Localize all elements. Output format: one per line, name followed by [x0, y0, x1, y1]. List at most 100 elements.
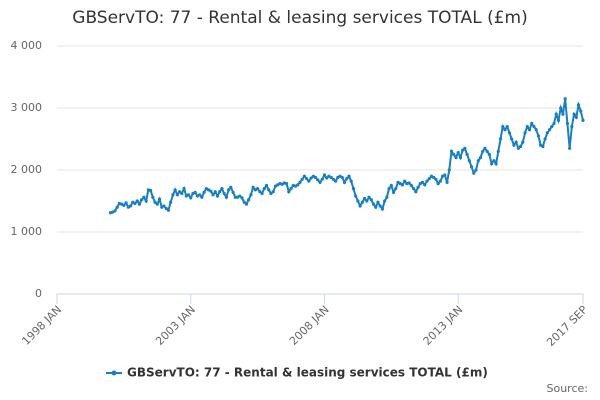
point	[356, 199, 360, 203]
point	[309, 176, 313, 180]
point	[512, 143, 516, 147]
x-tick-label: 2017 SEP	[544, 303, 590, 349]
point	[255, 187, 260, 191]
point	[137, 202, 142, 206]
point	[449, 149, 454, 153]
point	[458, 156, 463, 160]
point	[400, 183, 405, 187]
point	[209, 189, 213, 193]
point	[369, 198, 373, 202]
point	[298, 180, 302, 184]
point	[349, 179, 353, 183]
point	[436, 182, 440, 186]
point	[496, 149, 500, 153]
legend-label: GBServTO: 77 - Rental & leasing services…	[127, 366, 488, 380]
point	[501, 125, 505, 129]
point	[262, 187, 266, 191]
point	[498, 137, 503, 141]
point	[523, 131, 527, 135]
x-tick-label: 2013 JAN	[421, 303, 466, 348]
point	[231, 190, 235, 194]
point	[155, 202, 159, 206]
point	[284, 182, 289, 186]
point	[478, 156, 483, 160]
point	[452, 152, 456, 157]
point	[561, 112, 565, 116]
point	[461, 148, 465, 152]
point	[550, 125, 554, 129]
point	[447, 168, 451, 172]
point	[287, 190, 291, 194]
point	[483, 146, 487, 150]
point	[505, 125, 509, 129]
chart-title: GBServTO: 77 - Rental & leasing services…	[72, 8, 527, 28]
point	[157, 197, 162, 201]
point	[320, 177, 324, 181]
point	[490, 162, 494, 166]
point	[318, 180, 322, 184]
point	[271, 190, 275, 194]
point	[545, 131, 549, 135]
point	[354, 194, 358, 198]
point	[572, 112, 576, 116]
point	[302, 174, 306, 178]
point	[135, 199, 139, 203]
point	[516, 146, 520, 150]
point	[122, 203, 126, 207]
point	[164, 206, 168, 211]
point	[367, 195, 371, 199]
point	[530, 121, 534, 126]
point	[153, 200, 157, 204]
point	[251, 185, 255, 189]
point	[300, 177, 304, 181]
point	[213, 190, 217, 194]
point	[193, 190, 197, 194]
point	[536, 134, 541, 138]
point	[376, 200, 380, 204]
point	[260, 191, 264, 196]
point	[220, 187, 224, 191]
point	[247, 198, 251, 202]
legend-marker	[111, 370, 117, 376]
point	[151, 195, 155, 199]
point	[525, 125, 529, 129]
point	[224, 195, 228, 199]
point	[182, 187, 186, 191]
point	[472, 171, 476, 175]
point	[307, 179, 311, 183]
point	[427, 177, 431, 181]
point	[200, 195, 204, 199]
point	[305, 177, 309, 181]
point	[394, 187, 398, 191]
point	[503, 128, 507, 132]
point	[568, 146, 572, 150]
point	[249, 193, 253, 197]
point	[347, 174, 351, 178]
point	[128, 204, 133, 208]
point	[242, 200, 246, 204]
point	[365, 199, 369, 203]
point	[215, 194, 220, 198]
point	[385, 195, 389, 199]
point	[374, 205, 378, 209]
point	[329, 175, 333, 180]
point	[289, 187, 293, 191]
y-tick-label: 2 000	[11, 163, 43, 176]
point	[552, 121, 556, 126]
point	[140, 198, 144, 202]
point	[238, 194, 242, 198]
point	[391, 190, 396, 194]
point	[541, 144, 545, 149]
point	[383, 199, 387, 203]
point	[438, 179, 442, 183]
point	[463, 146, 467, 150]
point	[476, 159, 480, 163]
point	[434, 177, 438, 181]
x-tick-label: 2003 JAN	[153, 303, 198, 348]
point	[492, 159, 496, 163]
y-tick-label: 1 000	[11, 225, 43, 238]
point	[534, 128, 538, 132]
point	[296, 183, 300, 187]
point	[380, 207, 385, 211]
point	[432, 175, 436, 180]
